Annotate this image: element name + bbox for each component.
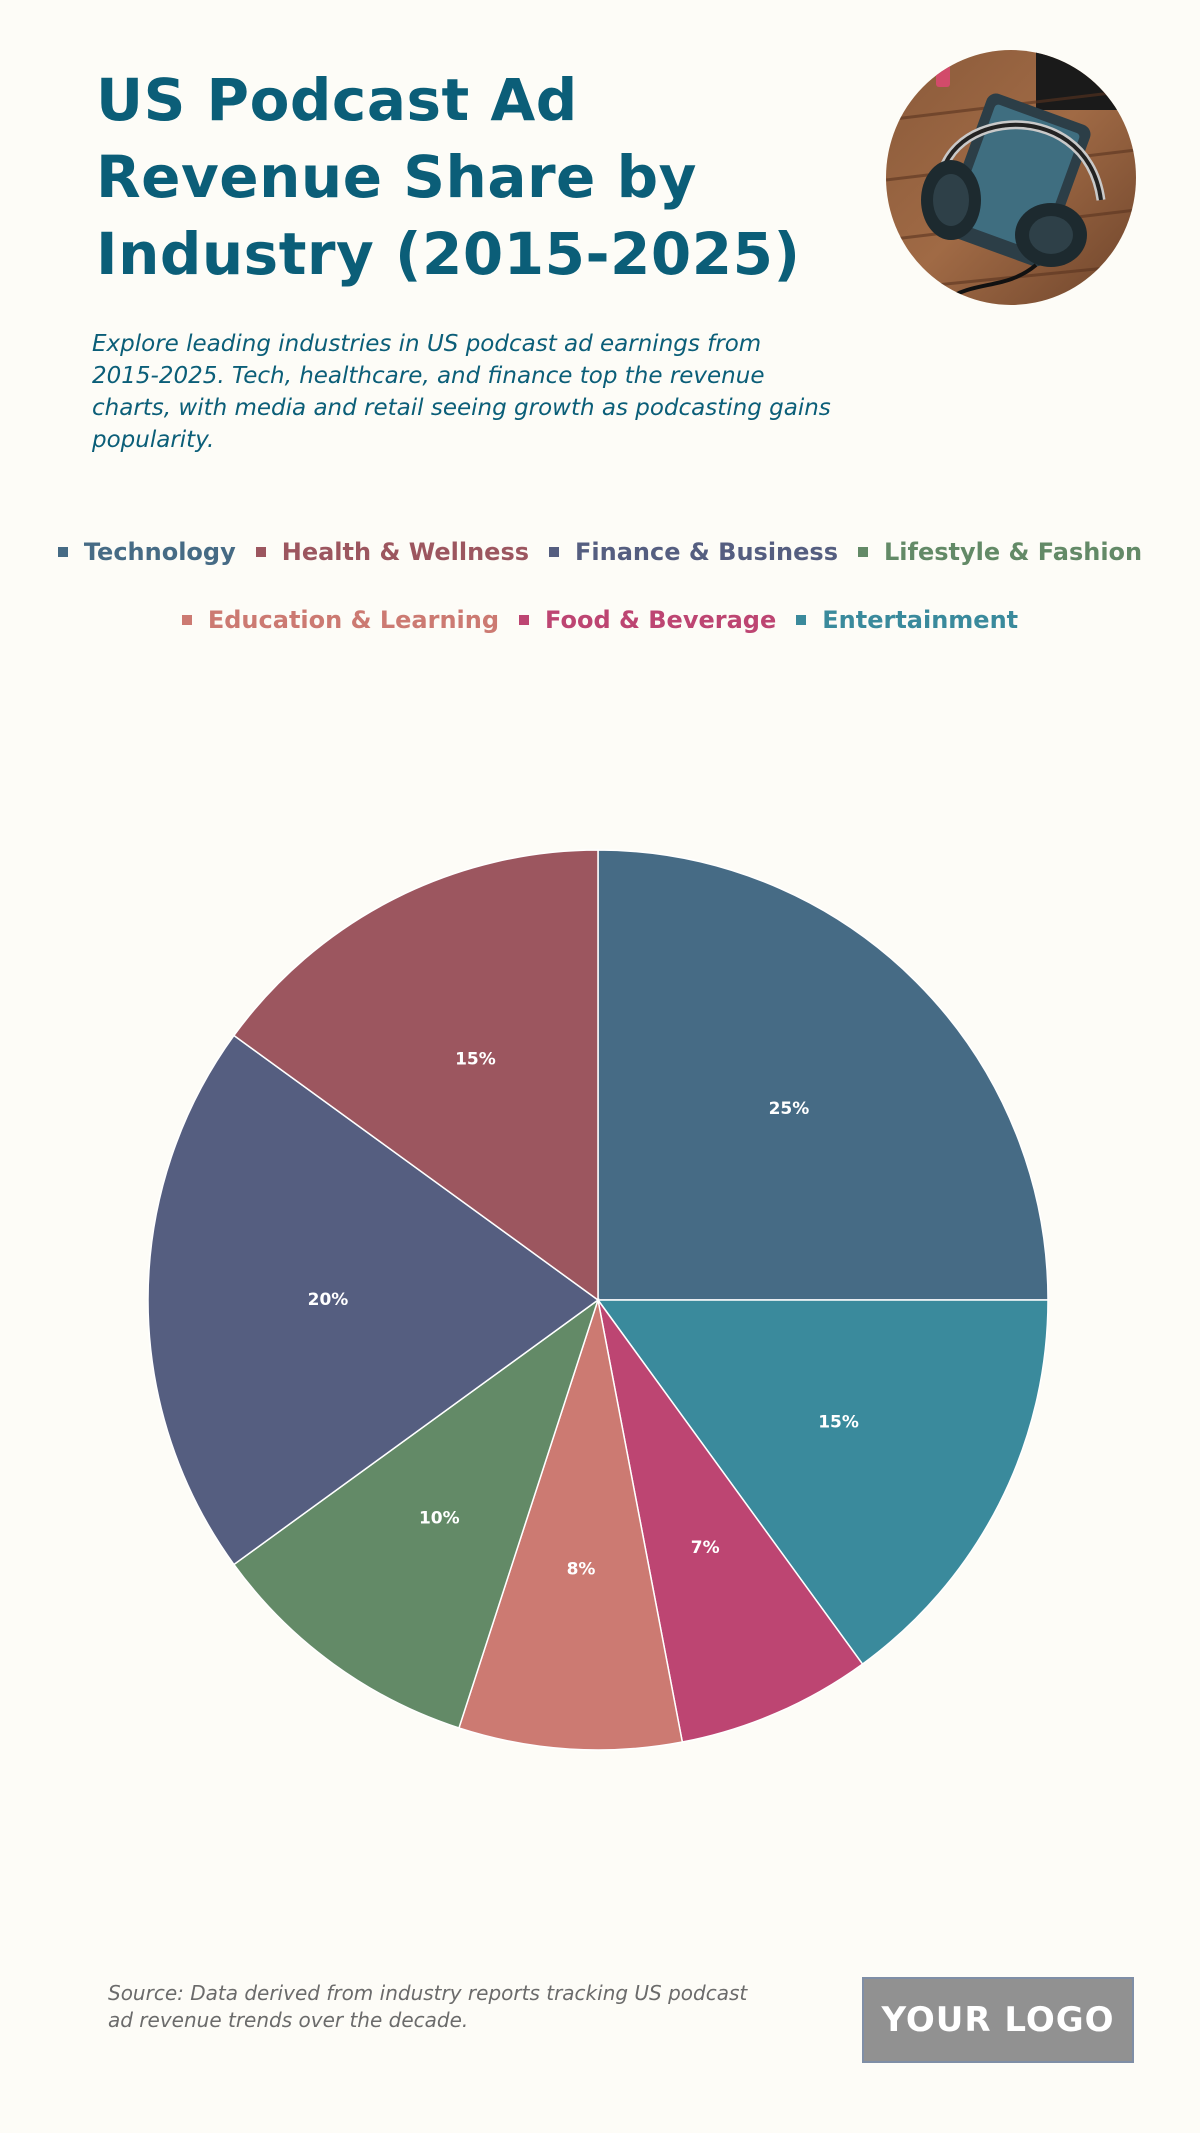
legend-item: Technology — [57, 538, 236, 566]
pie-slice-label: 15% — [818, 1413, 859, 1433]
pie-slice-label: 7% — [691, 1538, 720, 1558]
legend-swatch — [796, 615, 807, 625]
legend-swatch — [255, 547, 266, 557]
legend-item: Lifestyle & Fashion — [857, 538, 1143, 566]
legend-item: Education & Learning — [181, 606, 500, 634]
legend-swatch — [519, 615, 530, 625]
pie-slice — [232, 1298, 600, 1729]
pie-chart: 25% 15% 7% 8% 10% 20% 15% — [147, 849, 1049, 1751]
legend-swatch — [549, 547, 560, 557]
headphones-photo — [886, 50, 1136, 305]
logo-text: YOUR LOGO — [881, 2000, 1115, 2040]
legend-label: Technology — [83, 538, 236, 566]
legend-swatch — [57, 547, 68, 557]
pie-slice-label: 25% — [769, 1099, 810, 1119]
legend-item: Health & Wellness — [255, 538, 530, 566]
pie-slice — [232, 849, 599, 1302]
logo-placeholder: YOUR LOGO — [862, 1977, 1134, 2063]
legend-item: Entertainment — [796, 606, 1018, 634]
legend-swatch — [857, 547, 868, 557]
pie-slice-label: 10% — [419, 1508, 460, 1528]
legend-swatch — [181, 615, 192, 625]
legend-label: Education & Learning — [207, 606, 500, 634]
legend-label: Finance & Business — [575, 538, 838, 566]
pie-slice — [597, 1299, 864, 1743]
pie-slice — [596, 1299, 1049, 1666]
pie-slice — [597, 849, 1049, 1301]
legend-item: Food & Beverage — [519, 606, 776, 634]
page-subtitle: Explore leading industries in US podcast… — [92, 331, 831, 453]
legend-label: Food & Beverage — [545, 606, 777, 634]
legend-label: Entertainment — [822, 606, 1019, 634]
legend-label: Health & Wellness — [281, 538, 530, 566]
pie-slice-label: 8% — [567, 1559, 596, 1579]
page-title: US Podcast Ad Revenue Share by Industry … — [96, 66, 801, 288]
pie-slice-label: 20% — [308, 1290, 349, 1310]
legend-label: Lifestyle & Fashion — [883, 538, 1143, 566]
pie-slice — [457, 1299, 684, 1751]
legend-item: Finance & Business — [549, 538, 838, 566]
source-note: Source: Data derived from industry repor… — [108, 1981, 748, 2032]
chart-legend: Technology Health & Wellness Finance & Bus… — [40, 538, 1160, 634]
pie-slice-label: 15% — [455, 1049, 496, 1069]
pie-slice — [147, 1034, 600, 1566]
